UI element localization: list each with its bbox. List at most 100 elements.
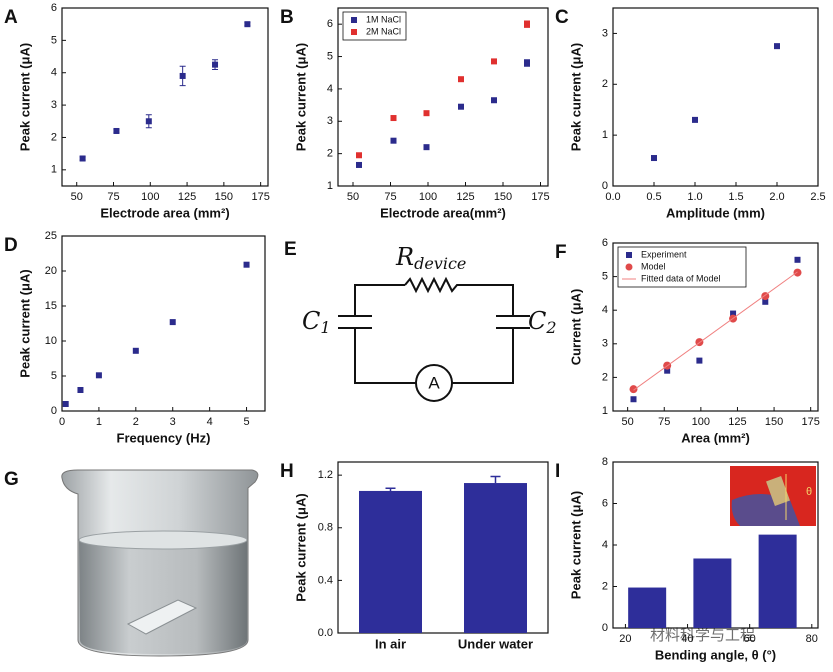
capacitor-symbol: C [302, 307, 320, 335]
wire [354, 328, 416, 384]
plot-frame [337, 461, 549, 634]
plot-frame [612, 7, 819, 187]
resistor-label: Rdevice [395, 243, 466, 273]
y-tick-label: 6 [602, 237, 608, 249]
inset-label: θ [806, 486, 812, 498]
x-tick-label: 0.5 [646, 191, 661, 203]
point [458, 103, 464, 110]
x-tick-label: 2.0 [769, 191, 784, 203]
x-tick-label: 4 [207, 416, 213, 428]
y-tick-label: 1 [327, 180, 333, 192]
point [390, 115, 397, 122]
x-tick-label: 20 [619, 633, 631, 645]
x-tick-label: 1.5 [728, 191, 743, 203]
y-tick-label: 0.8 [318, 522, 333, 534]
point [244, 21, 251, 28]
point [356, 152, 362, 159]
point [356, 161, 362, 168]
x-tick-label: 2.5 [810, 191, 825, 203]
legend-swatch [351, 17, 357, 23]
y-tick-label: 5 [51, 370, 57, 382]
y-tick-label: 1.2 [318, 469, 333, 481]
x-tick-label: 1.0 [687, 191, 702, 203]
legend-box [617, 246, 747, 288]
fit-line [633, 271, 798, 391]
x-tick-label: 75 [658, 416, 670, 428]
point [113, 127, 120, 134]
water [79, 534, 247, 654]
point [95, 372, 102, 379]
x-axis-label: Area (mm²) [681, 430, 750, 445]
x-tick-label: 0.0 [605, 191, 620, 203]
x-tick-label: 125 [178, 191, 196, 203]
legend-label: 1M NaCl [366, 14, 401, 24]
x-tick-label: 80 [806, 633, 818, 645]
y-tick-label: 25 [45, 230, 57, 242]
resistor [404, 276, 514, 316]
x-axis-label: Electrode area (mm²) [100, 205, 229, 220]
point [390, 137, 397, 144]
x-tick-label: 5 [243, 416, 249, 428]
legend-swatch [351, 29, 357, 35]
point [169, 319, 176, 326]
bar [758, 534, 797, 628]
y-tick-label: 1 [602, 129, 608, 141]
plot-frame [61, 7, 269, 187]
y-tick-label: 2 [602, 371, 608, 383]
water-surface [78, 530, 248, 550]
plot-frame [337, 7, 549, 187]
y-tick-label: 5 [327, 50, 333, 62]
point [774, 43, 780, 50]
x-tick-label: 50 [622, 416, 634, 428]
x-tick-label: 100 [419, 191, 437, 203]
x-tick-label: 150 [215, 191, 233, 203]
x-tick-label: 2 [133, 416, 139, 428]
y-tick-label: 4 [327, 83, 333, 95]
y-tick-label: 3 [327, 115, 333, 127]
y-tick-label: 2 [602, 580, 608, 592]
x-tick-label: 1 [96, 416, 102, 428]
y-tick-label: 0.4 [318, 574, 333, 586]
x-tick-label: 100 [692, 416, 710, 428]
x-tick-label: 3 [170, 416, 176, 428]
y-tick-label: 4 [602, 304, 608, 316]
point [179, 72, 186, 79]
y-tick-label: 3 [602, 27, 608, 39]
point [77, 387, 84, 393]
y-tick-label: 4 [602, 539, 608, 551]
beaker-photo [61, 469, 259, 657]
x-tick-label: 175 [531, 191, 549, 203]
y-axis-label: Peak current (μA) [17, 43, 32, 151]
resistor-symbol: R [395, 243, 414, 271]
legend-label: Experiment [641, 249, 687, 259]
y-axis-label: Peak current (μA) [293, 493, 308, 601]
x-tick-label: 40 [681, 633, 693, 645]
bar [693, 558, 732, 628]
meter-label: A [428, 373, 440, 392]
y-tick-label: 4 [51, 67, 57, 79]
x-tick-label: 150 [765, 416, 783, 428]
panel-label: I [555, 461, 560, 482]
point [212, 61, 219, 68]
legend-label: Fitted data of Model [641, 273, 721, 283]
watermark: 材料科学与工程 [650, 627, 755, 644]
y-tick-label: 0 [602, 180, 608, 192]
x-tick-label: 75 [107, 191, 119, 203]
y-axis-label: Peak current (μA) [568, 43, 583, 151]
point [730, 310, 737, 317]
point [762, 298, 769, 305]
panel-label: H [280, 461, 294, 482]
y-tick-label: 0.0 [318, 627, 333, 639]
point [651, 155, 657, 162]
panel-label: F [555, 242, 567, 263]
y-tick-label: 1 [602, 405, 608, 417]
y-tick-label: 3 [51, 99, 57, 111]
y-tick-label: 0 [51, 405, 57, 417]
point [664, 367, 671, 374]
bar [464, 483, 527, 633]
point [793, 268, 802, 277]
y-tick-label: 6 [51, 2, 57, 14]
capacitor-subscript: 1 [320, 318, 330, 337]
error-bar [385, 487, 396, 491]
